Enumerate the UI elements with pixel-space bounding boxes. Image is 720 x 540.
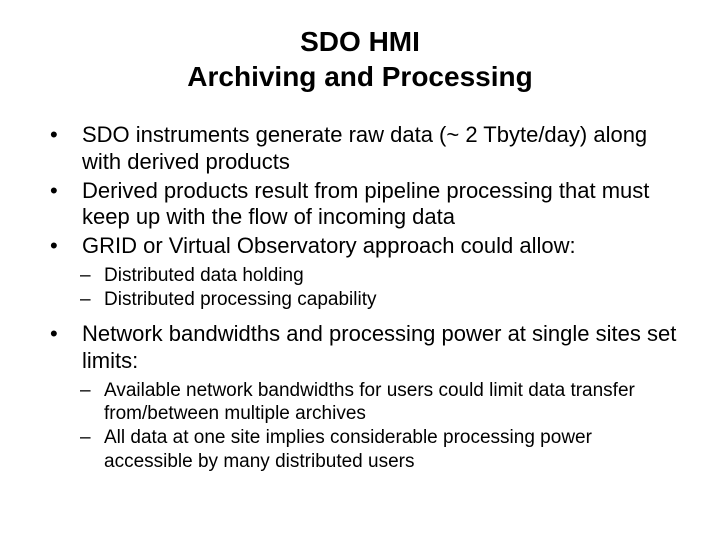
title-line-1: SDO HMI xyxy=(36,24,684,59)
bullet-marker: • xyxy=(36,321,82,375)
sub-item: – Distributed data holding xyxy=(36,264,684,287)
sub-text: Distributed processing capability xyxy=(104,288,684,311)
sub-marker: – xyxy=(36,426,104,472)
sub-marker: – xyxy=(36,288,104,311)
bullet-marker: • xyxy=(36,178,82,232)
bullet-item: • GRID or Virtual Observatory approach c… xyxy=(36,233,684,260)
bullet-marker: • xyxy=(36,233,82,260)
sub-text: All data at one site implies considerabl… xyxy=(104,426,684,472)
sub-marker: – xyxy=(36,264,104,287)
bullet-text: GRID or Virtual Observatory approach cou… xyxy=(82,233,684,260)
slide-title: SDO HMI Archiving and Processing xyxy=(36,24,684,94)
bullet-item: • Network bandwidths and processing powe… xyxy=(36,321,684,375)
bullet-item: • SDO instruments generate raw data (~ 2… xyxy=(36,122,684,176)
sub-item: – Distributed processing capability xyxy=(36,288,684,311)
bullet-list: • SDO instruments generate raw data (~ 2… xyxy=(36,122,684,260)
sub-list: – Distributed data holding – Distributed… xyxy=(36,264,684,311)
sub-text: Available network bandwidths for users c… xyxy=(104,379,684,425)
bullet-text: Network bandwidths and processing power … xyxy=(82,321,684,375)
bullet-list: • Network bandwidths and processing powe… xyxy=(36,321,684,375)
sub-item: – Available network bandwidths for users… xyxy=(36,379,684,425)
sub-item: – All data at one site implies considera… xyxy=(36,426,684,472)
sub-text: Distributed data holding xyxy=(104,264,684,287)
bullet-marker: • xyxy=(36,122,82,176)
bullet-text: SDO instruments generate raw data (~ 2 T… xyxy=(82,122,684,176)
sub-marker: – xyxy=(36,379,104,425)
bullet-text: Derived products result from pipeline pr… xyxy=(82,178,684,232)
title-line-2: Archiving and Processing xyxy=(36,59,684,94)
sub-list: – Available network bandwidths for users… xyxy=(36,379,684,473)
bullet-item: • Derived products result from pipeline … xyxy=(36,178,684,232)
